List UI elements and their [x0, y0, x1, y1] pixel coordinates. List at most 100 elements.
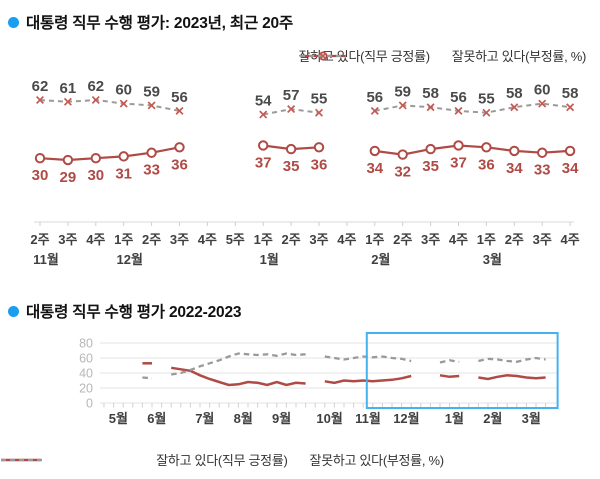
week-tick-label: 3주: [421, 232, 440, 247]
x-marker: [175, 106, 184, 115]
month-tick-label: 11월: [33, 252, 59, 267]
bullet-icon: [8, 16, 19, 28]
circle-marker: [62, 154, 74, 166]
disapprove-value-label: 61: [60, 80, 77, 97]
disapprove-value-label: 55: [478, 91, 495, 108]
month-tick-label: 10월: [316, 411, 342, 426]
x-marker: [426, 103, 435, 112]
month-tick-label: 7월: [195, 411, 214, 426]
disapprove-value-label: 58: [562, 85, 579, 102]
disapprove-value-label: 54: [255, 93, 272, 110]
yearly-title: 대통령 직무 수행 평가 2022-2023: [26, 304, 242, 321]
month-tick-label: 8월: [234, 411, 253, 426]
month-tick-label: 11월: [355, 411, 381, 426]
disapprove-value-label: 60: [534, 82, 551, 99]
x-marker: [259, 110, 268, 119]
month-tick-label: 1월: [445, 411, 464, 426]
x-marker: [119, 99, 128, 108]
approve-value-label: 30: [87, 167, 104, 184]
circle-marker: [313, 142, 325, 153]
approve-value-label: 37: [450, 154, 467, 171]
approve-value-label: 36: [171, 156, 188, 173]
month-tick-label: 3월: [483, 252, 502, 267]
approve-value-label: 35: [283, 158, 300, 175]
circle-marker: [118, 151, 129, 162]
circle-marker: [285, 143, 297, 155]
legend-approve-label: 잘하고 있다(직무 긍정률): [298, 49, 431, 64]
disapprove-value-label: 56: [171, 89, 188, 106]
approve-series: 30 29 30 31 33 36 37 35 36 34 32 35 37 36 34 33 34: [32, 140, 579, 186]
disapprove-series: 62 61 62 60 59 56 54 57 55 56 59 58 56 55 58 60 58: [32, 78, 579, 119]
approve-value-label: 32: [394, 164, 411, 181]
month-tick-label: 5월: [109, 411, 128, 426]
approve-value-label: 33: [143, 162, 160, 179]
x-marker: [510, 103, 519, 112]
x-marker: [370, 106, 379, 115]
disapprove-value-label: 57: [283, 87, 300, 104]
x-marker: [482, 108, 491, 117]
approve-value-label: 29: [60, 169, 77, 186]
legend-disapprove: 잘못하고 있다(부정률, %): [1, 450, 444, 469]
circle-marker: [146, 147, 157, 158]
disapprove-value-label: 55: [311, 91, 328, 108]
approve-series: [142, 362, 546, 387]
recent-20-weeks-title-row: 대통령 직무 수행 평가: 2023년, 최근 20주: [8, 11, 293, 33]
disapprove-series: [142, 352, 546, 380]
legend-approve: 잘하고 있다(직무 긍정률): [1, 450, 288, 469]
x-axis: 2주 3주 4주 1주 2주 3주 4주 5주 1주 2주 3주 4주 1주 2주 3주 4주 1주 2주 3주 4주…: [30, 221, 580, 267]
y-tick-label: 40: [79, 367, 93, 381]
y-tick-label: 60: [79, 352, 93, 366]
circle-marker: [90, 153, 102, 164]
x-marker: [566, 103, 575, 112]
bullet-icon: [8, 305, 19, 317]
week-tick-label: 2주: [30, 232, 49, 247]
disapprove-value-label: 56: [450, 89, 467, 106]
month-tick-label: 3월: [522, 411, 541, 426]
circle-marker: [34, 153, 46, 164]
circle-marker: [537, 147, 548, 158]
y-tick-label: 80: [79, 337, 93, 351]
circle-marker: [174, 142, 185, 153]
circle-marker: [453, 140, 464, 151]
disapprove-line-sample-icon: [299, 51, 346, 60]
disapprove-value-label: 62: [87, 78, 104, 95]
disapprove-line-sample-icon: [1, 458, 43, 461]
y-tick-label: 0: [86, 397, 93, 411]
approve-value-label: 35: [422, 158, 439, 175]
week-tick-label: 2주: [393, 232, 412, 247]
approve-value-label: 34: [366, 160, 383, 177]
approve-value-label: 37: [255, 154, 272, 171]
week-tick-label: 2주: [142, 232, 161, 247]
approve-value-label: 33: [534, 162, 551, 179]
x-marker: [398, 101, 407, 110]
x-axis: 5월 6월 7월 8월 9월 10월 11월 12월 1월 2월 3월: [103, 403, 547, 426]
x-marker: [91, 95, 100, 104]
week-tick-label: 2주: [281, 232, 300, 247]
disapprove-value-label: 62: [32, 78, 49, 95]
month-tick-label: 1월: [260, 252, 279, 267]
x-marker: [314, 108, 324, 117]
disapprove-value-label: 58: [422, 85, 439, 102]
recent-20-weeks-title: 대통령 직무 수행 평가: 2023년, 최근 20주: [26, 15, 294, 32]
week-tick-label: 3주: [309, 232, 328, 247]
top-chart-legend: 잘하고 있다(직무 긍정률) 잘못하고 있다(부정률, %): [299, 46, 587, 65]
legend-approve-label: 잘하고 있다(직무 긍정률): [156, 453, 288, 468]
legend-disapprove: 잘못하고 있다(부정률, %): [299, 46, 586, 65]
recent-20-weeks-chart: 2주 3주 4주 1주 2주 3주 4주 5주 1주 2주 3주 4주 1주 2주 3주 4주 1주 2주 3주 4주…: [30, 78, 580, 267]
x-marker: [454, 106, 463, 115]
week-tick-label: 3주: [533, 232, 552, 247]
week-tick-label: 3주: [58, 232, 77, 247]
week-tick-label: 2주: [505, 232, 524, 247]
week-tick-label: 5주: [226, 232, 245, 247]
month-tick-label: 12월: [393, 411, 419, 426]
approve-value-label: 31: [115, 165, 132, 182]
disapprove-value-label: 60: [115, 82, 132, 99]
week-tick-label: 1주: [254, 232, 273, 247]
circle-marker: [564, 145, 576, 157]
disapprove-value-label: 56: [366, 89, 383, 106]
week-tick-label: 1주: [114, 232, 133, 247]
circle-marker: [425, 143, 436, 155]
disapprove-value-label: 58: [506, 85, 523, 102]
week-tick-label: 4주: [337, 232, 356, 247]
x-marker: [63, 97, 72, 106]
